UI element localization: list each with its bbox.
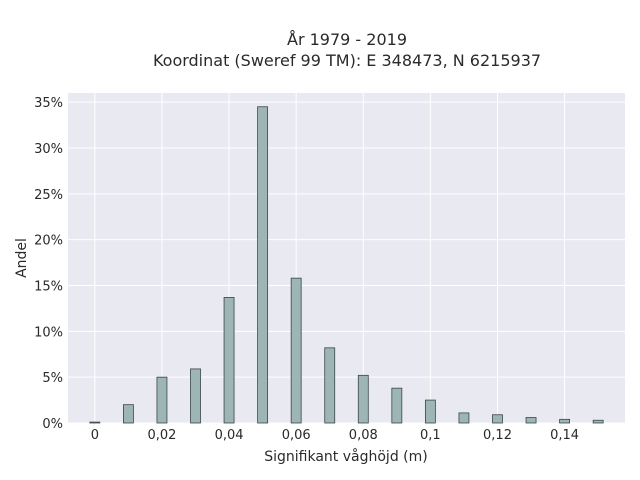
x-tick-label: 0,12 xyxy=(483,428,512,443)
histogram-bar xyxy=(391,387,403,424)
plot-area xyxy=(68,93,625,423)
x-tick-label: 0,14 xyxy=(550,428,579,443)
y-tick-label: 35% xyxy=(34,96,63,111)
y-tick-label: 20% xyxy=(34,234,63,249)
x-tick-label: 0,02 xyxy=(147,428,176,443)
histogram-bar xyxy=(492,414,503,424)
y-tick-label: 0% xyxy=(42,417,63,432)
histogram-bar xyxy=(592,419,604,424)
histogram-bar xyxy=(324,347,336,424)
x-tick-label: 0,1 xyxy=(420,428,441,443)
y-tick-label: 30% xyxy=(34,142,63,157)
x-axis-label: Signifikant våghöjd (m) xyxy=(264,448,427,465)
bars-group xyxy=(89,106,604,424)
y-tick-label: 25% xyxy=(34,188,63,203)
histogram-bar xyxy=(122,404,134,424)
histogram-bar xyxy=(257,106,269,424)
histogram-bar xyxy=(525,417,537,424)
x-axis-ticks: 0 0,02 0,04 0,06 0,08 0,1 0,12 0,14 xyxy=(91,428,579,443)
y-tick-label: 15% xyxy=(34,280,63,295)
x-tick-label: 0 xyxy=(91,428,99,443)
y-axis-ticks: 0% 5% 10% 15% 20% 25% 30% 35% xyxy=(34,96,63,432)
y-axis-label: Andel xyxy=(14,238,30,278)
chart-title-line1: År 1979 - 2019 xyxy=(287,30,407,49)
x-tick-label: 0,06 xyxy=(282,428,311,443)
chart-title-line2: Koordinat (Sweref 99 TM): E 348473, N 62… xyxy=(153,51,541,70)
histogram-bar xyxy=(89,421,101,424)
histogram-bar xyxy=(458,412,470,424)
histogram-bar xyxy=(357,374,369,424)
grid-lines xyxy=(68,93,625,424)
histogram-bar xyxy=(559,418,571,424)
histogram-bar xyxy=(290,277,302,424)
y-tick-label: 5% xyxy=(42,371,63,386)
histogram-bar xyxy=(223,297,235,424)
histogram-bar xyxy=(156,376,168,424)
histogram-bar xyxy=(424,399,436,424)
x-tick-label: 0,08 xyxy=(349,428,378,443)
histogram-bar xyxy=(190,368,201,424)
y-tick-label: 10% xyxy=(34,325,63,340)
x-tick-label: 0,04 xyxy=(215,428,244,443)
